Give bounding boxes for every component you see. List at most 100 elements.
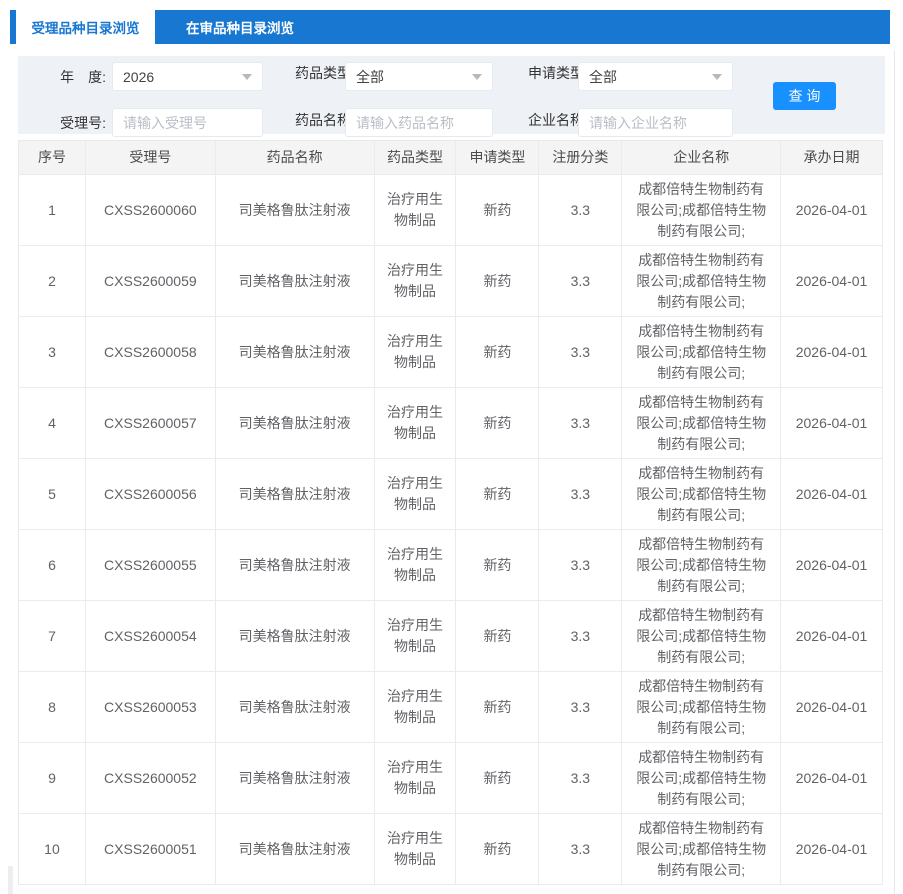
- cell-acceptance-no: CXSS2600057: [85, 388, 216, 459]
- company-name-input[interactable]: [578, 108, 733, 137]
- cell-company-name: 成都倍特生物制药有限公司;成都倍特生物制药有限公司;: [622, 175, 782, 246]
- cell-undertake-date: 2026-04-01: [781, 459, 883, 530]
- cell-registration-category: 3.3: [539, 601, 623, 672]
- cell-drug-type: 治疗用生物制品: [374, 175, 457, 246]
- cell-company-name: 成都倍特生物制药有限公司;成都倍特生物制药有限公司;: [622, 530, 782, 601]
- cell-application-type: 新药: [456, 388, 540, 459]
- header-drug-name: 药品名称: [215, 141, 375, 175]
- search-button[interactable]: 查 询: [773, 82, 836, 110]
- cell-company-name: 成都倍特生物制药有限公司;成都倍特生物制药有限公司;: [622, 743, 782, 814]
- table-row: 1 CXSS2600060 司美格鲁肽注射液 治疗用生物制品 新药 3.3 成都倍特生物制药…: [19, 175, 883, 246]
- cell-index: 5: [19, 459, 86, 530]
- cell-drug-type: 治疗用生物制品: [374, 814, 457, 885]
- cell-registration-category: 3.3: [539, 246, 623, 317]
- cell-company-name: 成都倍特生物制药有限公司;成都倍特生物制药有限公司;: [622, 317, 782, 388]
- cell-application-type: 新药: [456, 601, 540, 672]
- cell-drug-name: 司美格鲁肽注射液: [215, 601, 375, 672]
- cell-application-type: 新药: [456, 317, 540, 388]
- cell-undertake-date: 2026-04-01: [781, 388, 883, 459]
- table-row: 9 CXSS2600052 司美格鲁肽注射液 治疗用生物制品 新药 3.3 成都倍特生物制药…: [19, 743, 883, 814]
- cell-application-type: 新药: [456, 246, 540, 317]
- cell-drug-type: 治疗用生物制品: [374, 601, 457, 672]
- cell-acceptance-no: CXSS2600053: [85, 672, 216, 743]
- table-row: 8 CXSS2600053 司美格鲁肽注射液 治疗用生物制品 新药 3.3 成都倍特生物制药…: [19, 672, 883, 743]
- chevron-down-icon: [472, 73, 482, 80]
- cell-acceptance-no: CXSS2600056: [85, 459, 216, 530]
- table-row: 4 CXSS2600057 司美格鲁肽注射液 治疗用生物制品 新药 3.3 成都倍特生物制药…: [19, 388, 883, 459]
- cell-index: 9: [19, 743, 86, 814]
- chevron-down-icon: [242, 73, 252, 80]
- year-select[interactable]: 2026: [112, 62, 263, 91]
- cell-undertake-date: 2026-04-01: [781, 743, 883, 814]
- application-type-label: 申请类型:: [528, 65, 588, 81]
- cell-registration-category: 3.3: [539, 317, 623, 388]
- cell-drug-type: 治疗用生物制品: [374, 672, 457, 743]
- table-row: 5 CXSS2600056 司美格鲁肽注射液 治疗用生物制品 新药 3.3 成都倍特生物制药…: [19, 459, 883, 530]
- cell-acceptance-no: CXSS2600051: [85, 814, 216, 885]
- cell-application-type: 新药: [456, 814, 540, 885]
- cell-registration-category: 3.3: [539, 530, 623, 601]
- cell-acceptance-no: CXSS2600055: [85, 530, 216, 601]
- cell-undertake-date: 2026-04-01: [781, 601, 883, 672]
- cell-undertake-date: 2026-04-01: [781, 814, 883, 885]
- acceptance-no-input[interactable]: [112, 108, 263, 137]
- cell-company-name: 成都倍特生物制药有限公司;成都倍特生物制药有限公司;: [622, 459, 782, 530]
- table-body: 1 CXSS2600060 司美格鲁肽注射液 治疗用生物制品 新药 3.3 成都倍特生物制药…: [19, 175, 883, 885]
- cell-registration-category: 3.3: [539, 459, 623, 530]
- cell-application-type: 新药: [456, 672, 540, 743]
- cell-index: 4: [19, 388, 86, 459]
- cell-drug-name: 司美格鲁肽注射液: [215, 317, 375, 388]
- tab-under-review-catalog[interactable]: 在审品种目录浏览: [186, 21, 294, 36]
- table-row: 6 CXSS2600055 司美格鲁肽注射液 治疗用生物制品 新药 3.3 成都倍特生物制药…: [19, 530, 883, 601]
- cell-drug-type: 治疗用生物制品: [374, 743, 457, 814]
- cell-undertake-date: 2026-04-01: [781, 317, 883, 388]
- drug-type-select-value: 全部: [356, 68, 384, 85]
- drug-type-select[interactable]: 全部: [345, 62, 493, 91]
- application-type-select[interactable]: 全部: [578, 62, 733, 91]
- year-label: 年 度:: [60, 69, 106, 85]
- application-type-select-value: 全部: [589, 68, 617, 85]
- cell-acceptance-no: CXSS2600059: [85, 246, 216, 317]
- cell-drug-name: 司美格鲁肽注射液: [215, 175, 375, 246]
- cell-drug-name: 司美格鲁肽注射液: [215, 743, 375, 814]
- cell-acceptance-no: CXSS2600060: [85, 175, 216, 246]
- cell-registration-category: 3.3: [539, 388, 623, 459]
- year-select-value: 2026: [123, 68, 155, 85]
- cell-company-name: 成都倍特生物制药有限公司;成都倍特生物制药有限公司;: [622, 246, 782, 317]
- cell-undertake-date: 2026-04-01: [781, 175, 883, 246]
- cell-drug-name: 司美格鲁肽注射液: [215, 530, 375, 601]
- cell-undertake-date: 2026-04-01: [781, 246, 883, 317]
- cell-application-type: 新药: [456, 175, 540, 246]
- cell-company-name: 成都倍特生物制药有限公司;成都倍特生物制药有限公司;: [622, 814, 782, 885]
- tab-accepted-catalog[interactable]: 受理品种目录浏览: [16, 10, 155, 44]
- cell-index: 6: [19, 530, 86, 601]
- header-drug-type: 药品类型: [374, 141, 457, 175]
- cell-application-type: 新药: [456, 459, 540, 530]
- cell-index: 10: [19, 814, 86, 885]
- cell-drug-type: 治疗用生物制品: [374, 246, 457, 317]
- header-index: 序号: [19, 141, 86, 175]
- cell-undertake-date: 2026-04-01: [781, 672, 883, 743]
- cell-index: 7: [19, 601, 86, 672]
- cell-acceptance-no: CXSS2600052: [85, 743, 216, 814]
- header-company-name: 企业名称: [622, 141, 782, 175]
- cell-drug-type: 治疗用生物制品: [374, 388, 457, 459]
- cell-registration-category: 3.3: [539, 175, 623, 246]
- header-undertake-date: 承办日期: [781, 141, 883, 175]
- header-application-type: 申请类型: [456, 141, 540, 175]
- table-row: 10 CXSS2600051 司美格鲁肽注射液 治疗用生物制品 新药 3.3 成都倍特生物制…: [19, 814, 883, 885]
- cell-drug-name: 司美格鲁肽注射液: [215, 246, 375, 317]
- cell-company-name: 成都倍特生物制药有限公司;成都倍特生物制药有限公司;: [622, 601, 782, 672]
- drug-name-input[interactable]: [345, 108, 493, 137]
- company-name-label: 企业名称:: [528, 112, 588, 128]
- header-registration-category: 注册分类: [539, 141, 623, 175]
- table-row: 3 CXSS2600058 司美格鲁肽注射液 治疗用生物制品 新药 3.3 成都倍特生物制药…: [19, 317, 883, 388]
- cell-application-type: 新药: [456, 530, 540, 601]
- cell-drug-name: 司美格鲁肽注射液: [215, 388, 375, 459]
- cell-registration-category: 3.3: [539, 814, 623, 885]
- cell-registration-category: 3.3: [539, 743, 623, 814]
- cell-drug-name: 司美格鲁肽注射液: [215, 672, 375, 743]
- table-header-row: 序号 受理号 药品名称 药品类型 申请类型 注册分类 企业名称 承办日期: [19, 141, 883, 175]
- tab-bar: 受理品种目录浏览 在审品种目录浏览: [10, 10, 890, 44]
